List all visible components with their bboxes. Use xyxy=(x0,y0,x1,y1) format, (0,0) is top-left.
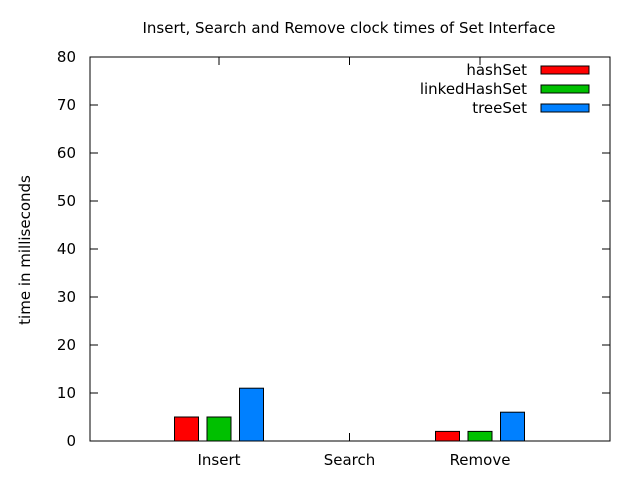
y-tick-label: 20 xyxy=(57,336,76,354)
bars xyxy=(174,387,525,442)
legend-label: hashSet xyxy=(466,61,527,79)
legend-swatch xyxy=(540,103,590,113)
y-tick-label: 30 xyxy=(57,288,76,306)
bar-hashSet-remove xyxy=(435,430,460,442)
chart-title: Insert, Search and Remove clock times of… xyxy=(142,19,555,37)
bar-linkedHashSet-remove xyxy=(467,430,493,442)
legend-label: linkedHashSet xyxy=(420,80,527,98)
y-axis: 0 10 20 30 40 50 60 70 80 xyxy=(57,48,610,450)
y-tick-label: 40 xyxy=(57,240,76,258)
legend-swatch xyxy=(540,65,590,75)
legend-swatch xyxy=(540,84,590,94)
y-axis-label: time in milliseconds xyxy=(16,175,34,325)
x-tick-label: Insert xyxy=(197,451,240,469)
y-tick-label: 60 xyxy=(57,144,76,162)
x-tick-label: Remove xyxy=(450,451,511,469)
y-tick-label: 80 xyxy=(57,48,76,66)
x-tick-label: Search xyxy=(324,451,376,469)
y-tick-label: 10 xyxy=(57,384,76,402)
y-tick-label: 50 xyxy=(57,192,76,210)
plot-frame xyxy=(89,56,611,442)
bar-hashSet-insert xyxy=(174,416,199,442)
y-tick-label: 0 xyxy=(66,432,76,450)
y-tick-label: 70 xyxy=(57,96,76,114)
legend-label: treeSet xyxy=(472,99,527,117)
x-axis: Insert Search Remove xyxy=(197,57,510,469)
bar-linkedHashSet-insert xyxy=(206,416,232,442)
bar-treeSet-insert xyxy=(239,387,264,442)
bar-treeSet-remove xyxy=(500,411,525,442)
